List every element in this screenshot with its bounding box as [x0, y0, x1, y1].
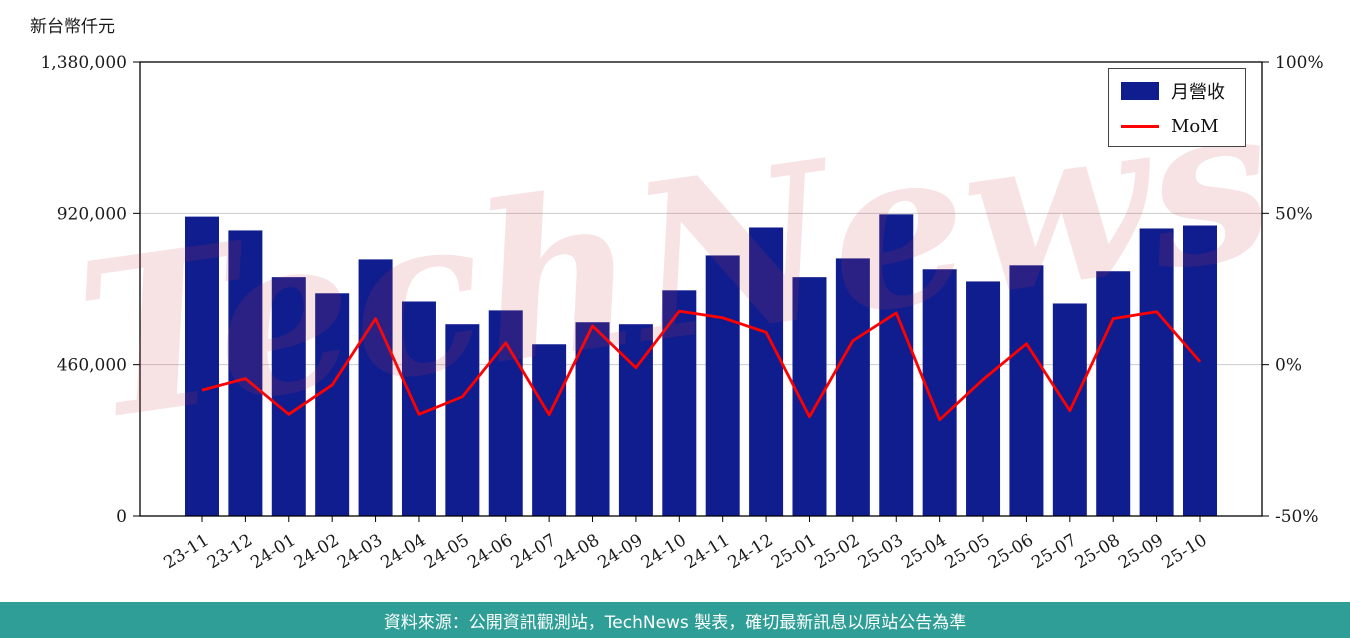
x-tick-label: 25-05 [942, 530, 994, 573]
x-tick-label: 24-12 [725, 530, 777, 573]
legend-item-revenue: 月營收 [1121, 78, 1233, 104]
right-tick-label: -50% [1275, 507, 1319, 527]
x-tick-label: 25-01 [768, 530, 820, 573]
x-tick-label: 25-09 [1115, 530, 1167, 573]
legend-item-mom: MoM [1121, 116, 1233, 137]
x-tick-label: 25-06 [985, 530, 1037, 573]
revenue-bar [1096, 271, 1131, 516]
x-tick-label: 24-04 [377, 530, 429, 573]
mom-line [201, 309, 1202, 422]
legend-mom-label: MoM [1171, 116, 1219, 137]
x-tick-label: 24-03 [334, 530, 386, 573]
x-tick-label: 24-08 [551, 530, 603, 573]
revenue-bar [228, 230, 263, 516]
x-tick-label: 23-11 [160, 530, 212, 573]
right-tick-label: 100% [1275, 53, 1324, 73]
x-tick-label: 25-07 [1028, 530, 1080, 573]
x-tick-label: 24-01 [247, 530, 299, 573]
revenue-bar [662, 290, 697, 516]
revenue-bar [835, 258, 870, 516]
source-footer: 資料來源：公開資訊觀測站，TechNews 製表，確切最新訊息以原站公告為準 [0, 602, 1350, 638]
revenue-bar [705, 255, 740, 516]
x-tick-label: 25-02 [811, 530, 863, 573]
plot-border [139, 61, 1263, 517]
revenue-bar [445, 324, 480, 516]
revenue-bar-swatch [1121, 82, 1159, 100]
x-tick-label: 25-08 [1072, 530, 1124, 573]
revenue-bar [749, 227, 784, 516]
mom-line-swatch [1121, 125, 1159, 128]
right-tick-label: 0% [1275, 356, 1302, 376]
x-tick-label: 25-04 [898, 530, 950, 573]
left-tick-label: 0 [116, 507, 127, 527]
revenue-bar [879, 214, 914, 516]
revenue-bar [185, 216, 219, 517]
legend-revenue-label: 月營收 [1171, 82, 1225, 103]
revenue-mom-chart: 0 460,000 920,000 1,380,000 -50% 0% 50% 100% 23-… [40, 53, 1324, 573]
x-tick-label: 24-02 [291, 530, 343, 573]
x-tick-label: 24-09 [594, 530, 646, 573]
revenue-bar [575, 322, 610, 516]
x-tick-label: 25-10 [1158, 530, 1210, 573]
revenue-bar [1183, 225, 1217, 516]
x-tick-label: 24-07 [508, 530, 560, 573]
left-tick-label: 460,000 [57, 356, 127, 376]
revenue-bar [488, 310, 523, 516]
x-tick-label: 24-06 [464, 530, 516, 573]
x-tick-label: 24-05 [421, 530, 473, 573]
revenue-bar [271, 277, 306, 516]
revenue-bar [532, 344, 567, 516]
left-tick-label: 920,000 [57, 204, 127, 224]
left-tick-label: 1,380,000 [40, 53, 127, 73]
revenue-bar [358, 259, 393, 516]
x-tick-label: 25-03 [855, 530, 907, 573]
revenue-bar [1009, 265, 1044, 516]
revenue-bar [315, 293, 350, 516]
revenue-bar [1139, 228, 1174, 516]
left-axis-title: 新台幣仟元 [30, 17, 115, 37]
x-tick-label: 24-11 [681, 530, 733, 573]
right-tick-label: 50% [1275, 204, 1313, 224]
legend: 月營收 MoM [1108, 68, 1246, 147]
x-tick-label: 24-10 [638, 530, 690, 573]
revenue-bar [966, 281, 1001, 516]
x-tick-label: 23-12 [204, 530, 256, 573]
